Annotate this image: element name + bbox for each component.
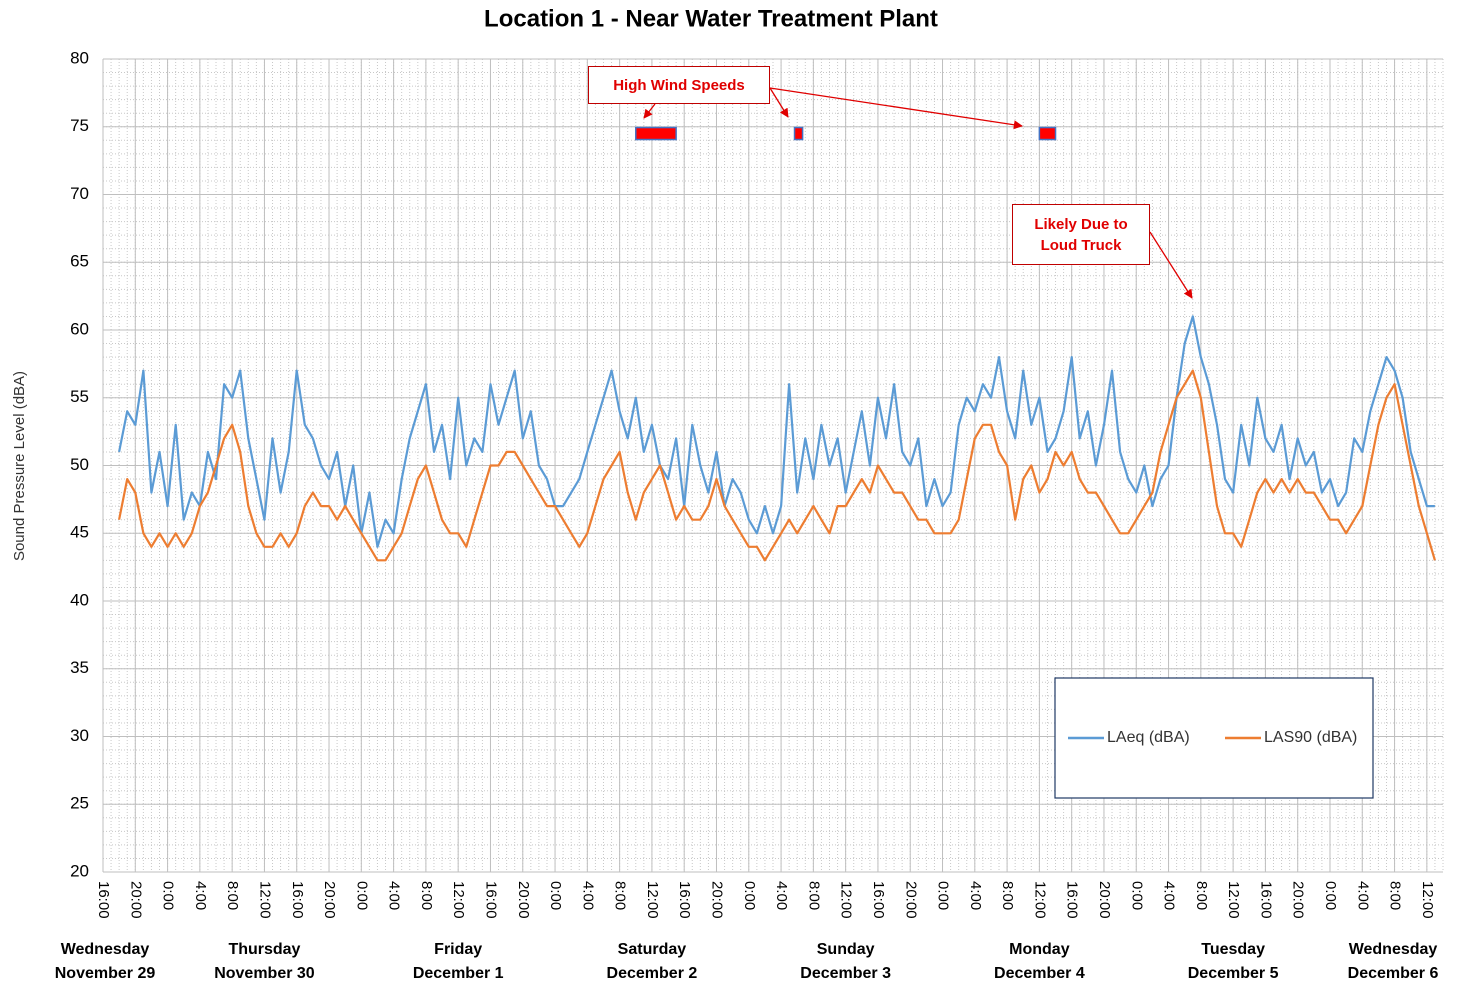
x-tick-label: 4:00 xyxy=(967,881,984,910)
x-tick-label: 20:00 xyxy=(1096,881,1113,919)
day-label: Saturday xyxy=(618,941,687,958)
date-label: December 1 xyxy=(413,965,504,982)
x-tick-label: 20:00 xyxy=(515,881,532,919)
x-tick-label: 4:00 xyxy=(579,881,596,910)
x-tick-label: 16:00 xyxy=(1064,881,1081,919)
y-tick-label: 60 xyxy=(70,319,89,338)
x-tick-label: 20:00 xyxy=(127,881,144,919)
x-tick-label: 4:00 xyxy=(1161,881,1178,910)
x-tick-label: 0:00 xyxy=(935,881,952,910)
y-tick-label: 30 xyxy=(70,726,89,745)
day-label: Thursday xyxy=(228,941,300,958)
legend-label: LAS90 (dBA) xyxy=(1264,729,1357,746)
annotation: Likely Due to Loud Truck xyxy=(1012,204,1150,265)
date-label: December 5 xyxy=(1188,965,1279,982)
day-label: Wednesday xyxy=(1349,941,1438,958)
y-tick-label: 55 xyxy=(70,387,89,406)
x-tick-label: 4:00 xyxy=(386,881,403,910)
x-tick-label: 0:00 xyxy=(741,881,758,910)
x-tick-label: 16:00 xyxy=(289,881,306,919)
x-tick-label: 12:00 xyxy=(450,881,467,919)
date-label: November 30 xyxy=(214,965,315,982)
arrow xyxy=(1149,231,1193,299)
x-tick-label: 8:00 xyxy=(999,881,1016,910)
x-tick-label: 8:00 xyxy=(612,881,629,910)
x-tick-label: 8:00 xyxy=(1193,881,1210,910)
x-tick-label: 8:00 xyxy=(418,881,435,910)
y-tick-label: 75 xyxy=(70,116,89,135)
wind-period xyxy=(793,126,804,141)
x-tick-label: 12:00 xyxy=(644,881,661,919)
x-tick-label: 16:00 xyxy=(95,881,112,919)
x-tick-label: 4:00 xyxy=(192,881,209,910)
date-label: November 29 xyxy=(55,965,156,982)
arrow xyxy=(769,87,789,118)
x-tick-label: 12:00 xyxy=(256,881,273,919)
x-tick-label: 4:00 xyxy=(773,881,790,910)
y-tick-label: 25 xyxy=(70,794,89,813)
x-tick-label: 20:00 xyxy=(321,881,338,919)
date-label: December 3 xyxy=(800,965,891,982)
y-tick-label: 65 xyxy=(70,252,89,271)
y-tick-label: 35 xyxy=(70,658,89,677)
x-tick-label: 12:00 xyxy=(1419,881,1436,919)
arrow xyxy=(769,87,1023,130)
wind-period xyxy=(1038,126,1057,141)
annotation: High Wind Speeds xyxy=(588,66,770,104)
x-tick-label: 20:00 xyxy=(709,881,726,919)
date-label: December 4 xyxy=(994,965,1085,982)
day-label: Wednesday xyxy=(61,941,150,958)
x-tick-label: 8:00 xyxy=(805,881,822,910)
line-series xyxy=(118,369,1436,562)
x-tick-label: 12:00 xyxy=(1031,881,1048,919)
line-series xyxy=(118,315,1435,548)
legend-label: LAeq (dBA) xyxy=(1107,729,1190,746)
day-label: Friday xyxy=(434,941,482,958)
chart-title: Location 1 - Near Water Treatment Plant xyxy=(484,5,938,32)
x-tick-label: 20:00 xyxy=(1290,881,1307,919)
x-tick-label: 16:00 xyxy=(483,881,500,919)
x-tick-label: 16:00 xyxy=(870,881,887,919)
wind-period xyxy=(635,126,677,141)
x-tick-label: 0:00 xyxy=(1322,881,1339,910)
x-tick-label: 4:00 xyxy=(1354,881,1371,910)
x-tick-label: 12:00 xyxy=(1225,881,1242,919)
x-tick-label: 16:00 xyxy=(676,881,693,919)
date-label: December 6 xyxy=(1348,965,1439,982)
date-label: December 2 xyxy=(607,965,698,982)
x-tick-label: 0:00 xyxy=(1128,881,1145,910)
day-label: Monday xyxy=(1009,941,1070,958)
y-tick-label: 40 xyxy=(70,590,89,609)
y-tick-label: 20 xyxy=(70,861,89,880)
x-tick-label: 8:00 xyxy=(224,881,241,910)
y-tick-label: 70 xyxy=(70,184,89,203)
y-axis-label: Sound Pressure Level (dBA) xyxy=(11,371,28,561)
day-label: Sunday xyxy=(817,941,875,958)
x-tick-label: 8:00 xyxy=(1387,881,1404,910)
x-tick-label: 0:00 xyxy=(547,881,564,910)
x-tick-label: 16:00 xyxy=(1257,881,1274,919)
x-tick-label: 12:00 xyxy=(838,881,855,919)
y-tick-label: 80 xyxy=(70,48,89,67)
legend-box xyxy=(1054,677,1374,799)
x-tick-label: 20:00 xyxy=(902,881,919,919)
day-label: Tuesday xyxy=(1201,941,1265,958)
y-tick-label: 45 xyxy=(70,523,89,542)
arrow xyxy=(643,103,656,119)
x-tick-label: 0:00 xyxy=(160,881,177,910)
x-tick-label: 0:00 xyxy=(353,881,370,910)
y-tick-label: 50 xyxy=(70,455,89,474)
